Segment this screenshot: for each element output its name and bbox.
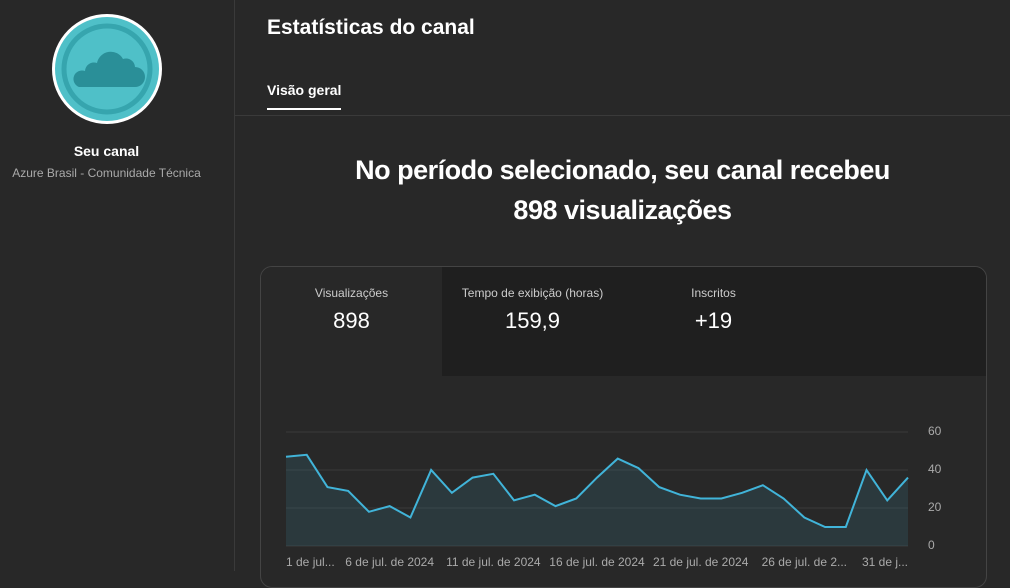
metric-value: +19 bbox=[694, 308, 733, 333]
x-tick-label: 1 de jul... bbox=[286, 555, 335, 569]
y-tick-label: 60 bbox=[928, 424, 942, 438]
metric-tab[interactable]: Visualizações 898 bbox=[261, 267, 443, 376]
y-tick-label: 20 bbox=[928, 500, 942, 514]
page-title: Estatísticas do canal bbox=[267, 16, 475, 39]
x-tick-label: 21 de jul. de 2024 bbox=[653, 555, 749, 569]
main: Estatísticas do canal Visão geral No per… bbox=[235, 0, 1010, 588]
metric-label: Inscritos bbox=[691, 286, 736, 300]
sidebar: Seu canal Azure Brasil - Comunidade Técn… bbox=[0, 0, 235, 571]
metric-value: 159,9 bbox=[504, 308, 561, 333]
metric-empty bbox=[804, 267, 986, 376]
metric-tab[interactable]: Inscritos +19 bbox=[623, 267, 805, 376]
tab[interactable]: Visão geral bbox=[267, 82, 342, 110]
metric-value: 898 bbox=[333, 308, 370, 333]
y-tick-label: 0 bbox=[928, 538, 935, 552]
x-tick-label: 31 de j... bbox=[862, 555, 908, 569]
channel-avatar[interactable] bbox=[51, 13, 163, 125]
summary-line: No período selecionado, seu canal recebe… bbox=[355, 155, 890, 185]
metric-label: Tempo de exibição (horas) bbox=[461, 286, 604, 300]
metric-tab[interactable]: Tempo de exibição (horas) 159,9 bbox=[442, 267, 624, 376]
x-tick-label: 16 de jul. de 2024 bbox=[549, 555, 645, 569]
divider bbox=[235, 115, 1010, 116]
x-tick-label: 11 de jul. de 2024 bbox=[446, 555, 541, 569]
summary-line: 898 visualizações bbox=[513, 195, 732, 225]
channel-label: Seu canal bbox=[73, 143, 140, 159]
metric-label: Visualizações bbox=[314, 286, 389, 300]
area bbox=[286, 454, 908, 546]
summary: No período selecionado, seu canal recebe… bbox=[235, 150, 1010, 230]
channel-name: Azure Brasil - Comunidade Técnica bbox=[12, 166, 201, 180]
x-tick-label: 6 de jul. de 2024 bbox=[345, 555, 434, 569]
stats-card: Visualizações 898 Tempo de exibição (horas… bbox=[260, 266, 987, 588]
line bbox=[285, 453, 909, 528]
y-tick-label: 40 bbox=[928, 462, 942, 476]
x-tick-label: 26 de jul. de 2... bbox=[762, 555, 847, 569]
chart: 0 20 40 60 1 de jul... 6 de jul. de 2024 11 de… bbox=[285, 424, 942, 569]
